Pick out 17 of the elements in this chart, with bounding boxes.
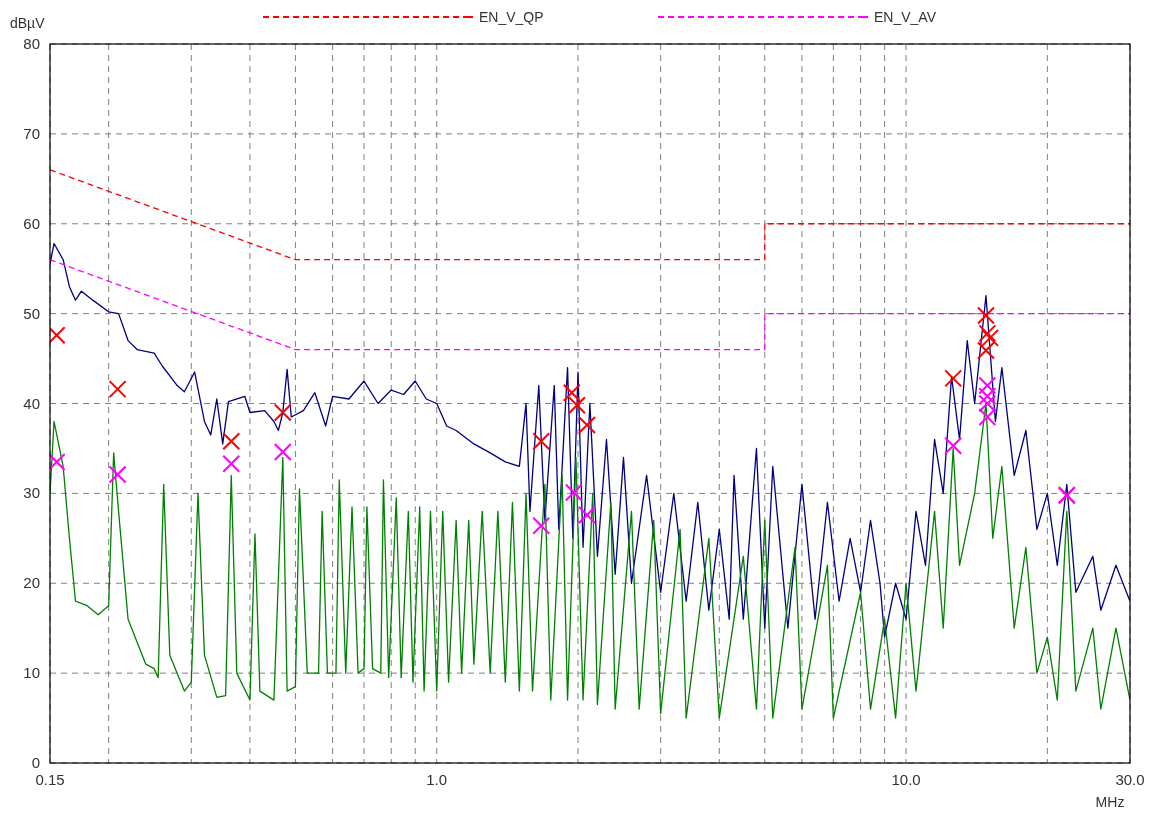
x-tick-label: 1.0 xyxy=(426,771,448,788)
y-tick-label: 70 xyxy=(23,124,40,142)
y-tick-label: 30 xyxy=(23,484,40,502)
y-tick-label: 10 xyxy=(23,664,40,682)
legend-label: EN_V_AV xyxy=(874,9,937,25)
x-axis-title: MHz xyxy=(1095,794,1125,810)
y-tick-label: 80 xyxy=(23,35,40,52)
y-axis-title: dBµV xyxy=(10,15,46,31)
x-tick-label: 30.0 xyxy=(1115,771,1145,788)
y-tick-label: 20 xyxy=(23,574,40,592)
y-tick-label: 60 xyxy=(23,214,40,232)
legend-label: EN_V_QP xyxy=(479,9,544,25)
y-tick-label: 0 xyxy=(31,754,40,771)
y-tick-label: 40 xyxy=(23,394,40,412)
x-tick-label: 10.0 xyxy=(891,771,921,788)
y-tick-label: 50 xyxy=(23,304,40,322)
x-tick-label: 0.15 xyxy=(35,771,65,788)
